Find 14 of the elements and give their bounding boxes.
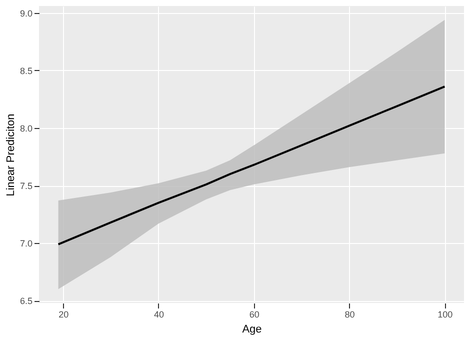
x-tick-label: 40 (154, 310, 164, 320)
y-tick-label: 9.0 (20, 8, 32, 18)
x-tick-label: 20 (58, 310, 69, 320)
x-tick-label: 80 (344, 310, 355, 320)
y-tick-label: 8.0 (20, 124, 32, 134)
x-axis-title: Age (242, 324, 262, 336)
x-tick-label: 60 (249, 310, 260, 320)
y-tick-label: 6.5 (20, 296, 32, 306)
y-tick-label: 7.5 (20, 181, 32, 192)
y-axis-title: Linear Prediciton (4, 114, 17, 196)
y-tick-label: 8.5 (20, 66, 32, 76)
line-series (57, 86, 446, 246)
y-tick-label: 7.0 (20, 238, 32, 249)
x-tick-label: 100 (438, 310, 453, 320)
